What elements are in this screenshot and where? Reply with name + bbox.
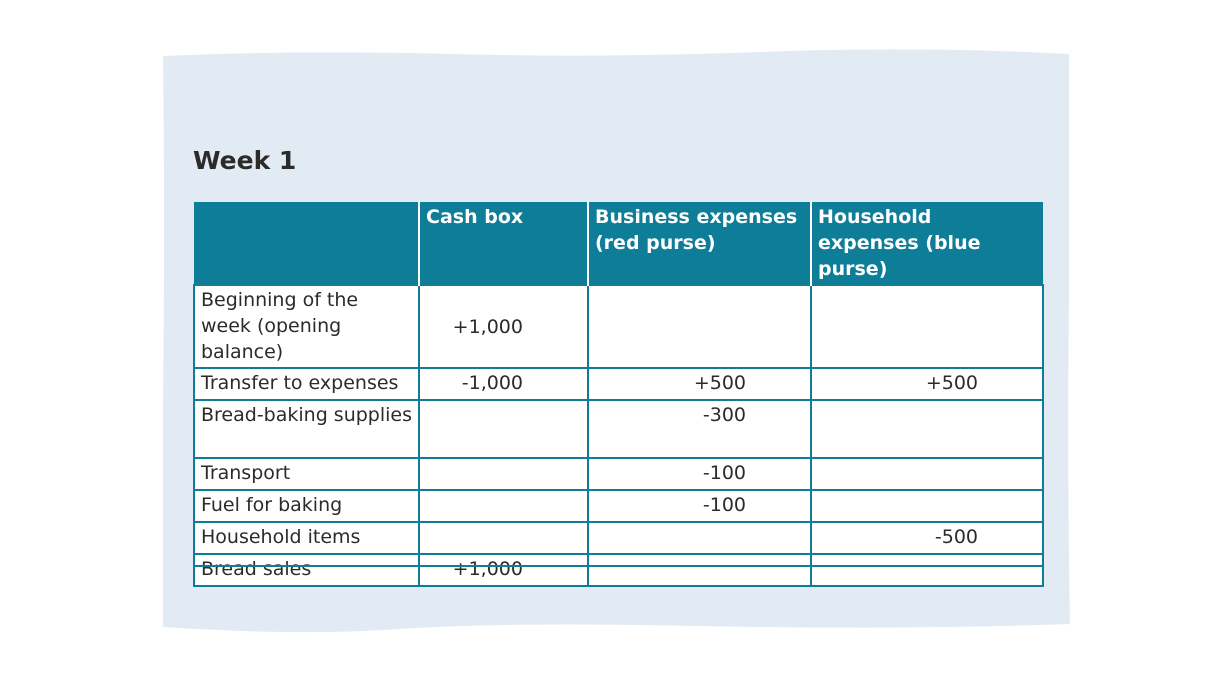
cell-value: -100 [587, 457, 812, 491]
cell-value: +1,000 [418, 284, 589, 369]
cell-value: +1,000 [418, 553, 589, 587]
cell-value [810, 457, 1044, 491]
cell-value [810, 489, 1044, 523]
cell-value [418, 489, 589, 523]
column-header: Household expenses (blue purse) [810, 202, 1043, 285]
row-label: Transport [193, 457, 420, 491]
cell-value [810, 284, 1044, 369]
cell-value: -300 [587, 399, 812, 459]
cell-value: +500 [810, 367, 1044, 401]
table-row: Transfer to expenses -1,000 +500 +500 [193, 367, 1044, 401]
cell-value [810, 553, 1044, 587]
table-row: Fuel for baking -100 [193, 489, 1044, 523]
cell-value: -1,000 [418, 367, 589, 401]
header-row: Cash box Business expenses (red purse) Hou… [194, 202, 1043, 285]
cell-value [418, 457, 589, 491]
column-header [194, 202, 419, 285]
cell-value [587, 521, 812, 555]
column-header: Cash box [418, 202, 588, 285]
column-header: Business expenses (red purse) [587, 202, 811, 285]
cell-value [418, 521, 589, 555]
table: Cash box Business expenses (red purse) Hou… [193, 202, 1044, 587]
row-label: Transfer to expenses [193, 367, 420, 401]
table-row: Transport -100 [193, 457, 1044, 491]
table-row: Beginning of the week (opening balance) +… [193, 284, 1044, 369]
cell-value [587, 553, 812, 587]
row-label: Beginning of the week (opening balance) [193, 284, 420, 369]
table-row: Household items -500 [193, 521, 1044, 555]
cell-value: -500 [810, 521, 1044, 555]
cell-value [587, 284, 812, 369]
bottom-rule [193, 565, 1042, 567]
row-label: Bread-baking supplies [193, 399, 420, 459]
row-label: Bread sales [193, 553, 420, 587]
row-label: Household items [193, 521, 420, 555]
row-label: Fuel for baking [193, 489, 420, 523]
cell-value: +500 [587, 367, 812, 401]
table-row: Bread sales +1,000 [193, 553, 1044, 587]
cell-value [418, 399, 589, 459]
title: Week 1 [193, 146, 297, 175]
cell-value: -100 [587, 489, 812, 523]
cell-value [810, 399, 1044, 459]
table-row: Bread-baking supplies -300 [193, 399, 1044, 459]
